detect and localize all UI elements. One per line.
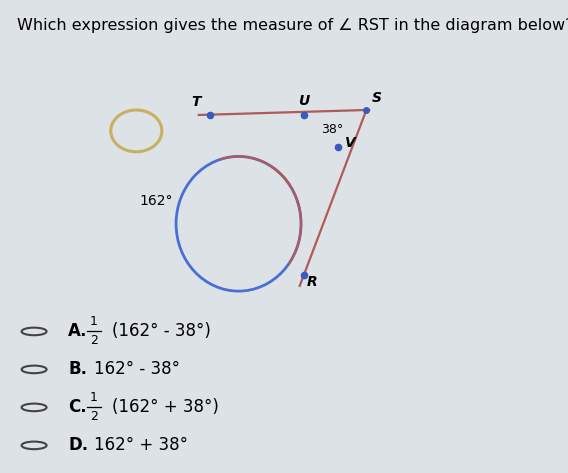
Text: R: R (307, 275, 318, 289)
Text: S: S (371, 91, 382, 105)
Text: V: V (345, 136, 356, 150)
Text: Which expression gives the measure of ∠ RST in the diagram below?: Which expression gives the measure of ∠ … (17, 18, 568, 33)
Text: 1: 1 (90, 391, 98, 404)
Text: 2: 2 (90, 334, 98, 348)
Text: 38°: 38° (321, 123, 343, 136)
Text: B.: B. (68, 360, 87, 378)
Text: T: T (191, 95, 201, 109)
Text: (162° - 38°): (162° - 38°) (112, 323, 211, 341)
Text: 162° - 38°: 162° - 38° (94, 360, 179, 378)
Text: 162° + 38°: 162° + 38° (94, 437, 187, 455)
Text: 1: 1 (90, 315, 98, 328)
Text: 2: 2 (90, 411, 98, 423)
Text: C.: C. (68, 398, 87, 416)
Text: (162° + 38°): (162° + 38°) (112, 398, 219, 416)
Text: D.: D. (68, 437, 88, 455)
Text: 162°: 162° (140, 194, 173, 208)
Text: U: U (298, 94, 310, 108)
Text: A.: A. (68, 323, 87, 341)
